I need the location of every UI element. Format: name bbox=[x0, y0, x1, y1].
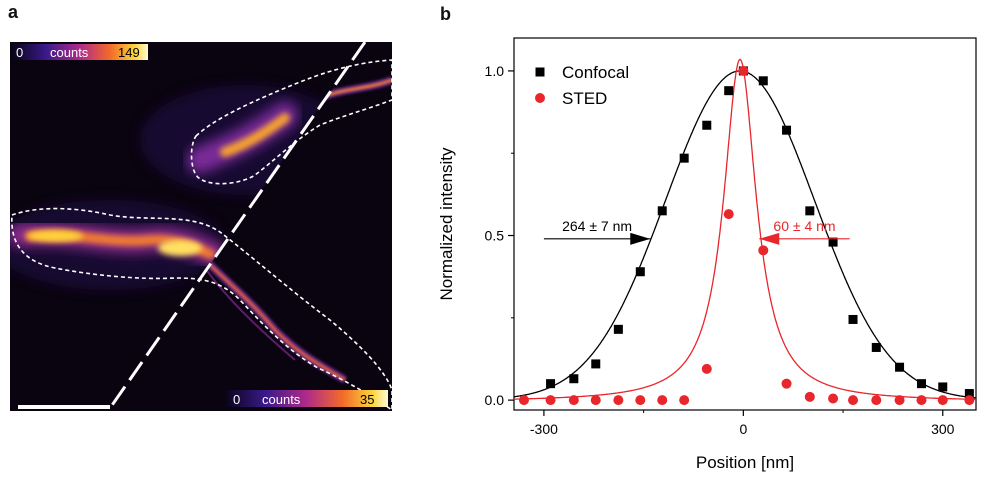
colorbar-bottom-min: 0 bbox=[233, 392, 240, 407]
data-point-confocal bbox=[546, 379, 556, 389]
data-point-sted bbox=[758, 245, 769, 256]
data-point-sted bbox=[679, 395, 690, 406]
data-point-confocal bbox=[569, 374, 579, 384]
data-point-sted bbox=[848, 395, 859, 406]
data-point-sted bbox=[937, 395, 948, 406]
data-point-sted bbox=[781, 378, 792, 389]
data-point-confocal bbox=[702, 120, 712, 130]
colorbar-top: 0 counts 149 bbox=[12, 44, 148, 60]
colorbar-top-min: 0 bbox=[16, 45, 23, 60]
data-point-confocal bbox=[591, 359, 601, 369]
legend-label-confocal: Confocal bbox=[562, 63, 629, 82]
colorbar-bottom: 0 counts 35 bbox=[225, 390, 388, 407]
annotation-arrowhead-sted bbox=[759, 232, 780, 245]
legend-marker-sted bbox=[535, 93, 545, 103]
sted-fiber-lower-strand bbox=[204, 267, 296, 361]
plot-area: -300 0 300 0.0 0.5 1.0 Position [nm] Normalized… bbox=[437, 37, 977, 472]
data-point-sted bbox=[916, 395, 927, 406]
data-point-confocal bbox=[916, 379, 926, 389]
data-point-confocal bbox=[895, 362, 905, 372]
y-tick-label: 1.0 bbox=[485, 63, 505, 79]
colorbar-bottom-gradient bbox=[225, 390, 388, 407]
y-tick-label: 0.5 bbox=[485, 228, 505, 244]
data-point-sted bbox=[635, 395, 646, 406]
data-point-confocal bbox=[938, 382, 948, 392]
data-point-confocal bbox=[848, 314, 858, 324]
legend-label-sted: STED bbox=[562, 89, 607, 108]
fit-curve-confocal bbox=[513, 70, 976, 399]
colorbar-top-gradient bbox=[12, 44, 148, 60]
annotation-label-sted: 60 ± 4 nm bbox=[773, 218, 835, 234]
plot-frame bbox=[513, 37, 977, 411]
data-point-sted bbox=[518, 395, 529, 406]
data-point-confocal bbox=[782, 125, 792, 135]
confocal-hotspot-right bbox=[158, 240, 202, 256]
panel-a-label: a bbox=[8, 2, 19, 22]
data-point-confocal bbox=[657, 206, 667, 216]
data-point-sted bbox=[590, 395, 601, 406]
x-axis-label: Position [nm] bbox=[696, 453, 794, 472]
data-point-confocal bbox=[828, 237, 838, 247]
data-point-sted bbox=[828, 393, 839, 404]
data-point-sted bbox=[613, 395, 624, 406]
data-point-confocal bbox=[635, 267, 645, 277]
data-point-sted bbox=[701, 363, 712, 374]
sted-fiber-lower-core bbox=[198, 253, 346, 382]
data-point-sted bbox=[568, 395, 579, 406]
data-point-confocal bbox=[964, 389, 974, 399]
legend-marker-confocal bbox=[535, 67, 545, 77]
data-point-sted bbox=[804, 391, 815, 402]
data-point-confocal bbox=[613, 324, 623, 334]
data-point-confocal bbox=[679, 153, 689, 163]
annotation-label-confocal: 264 ± 7 nm bbox=[562, 218, 632, 234]
confocal-hotspot-left bbox=[27, 230, 83, 242]
confocal-fiber-upper-core bbox=[220, 113, 290, 157]
data-point-sted bbox=[657, 395, 668, 406]
annotation-arrowhead-confocal bbox=[630, 232, 651, 245]
data-point-sted bbox=[894, 395, 905, 406]
scale-bar bbox=[18, 405, 110, 409]
x-tick-label: 300 bbox=[931, 421, 955, 437]
data-point-sted bbox=[545, 395, 556, 406]
data-point-sted bbox=[738, 65, 749, 76]
panel-b-label: b bbox=[440, 4, 451, 24]
data-point-confocal bbox=[724, 86, 734, 96]
data-point-confocal bbox=[805, 206, 815, 216]
data-point-sted bbox=[871, 395, 882, 406]
colorbar-top-max: 149 bbox=[118, 45, 140, 60]
colorbar-top-label: counts bbox=[50, 45, 89, 60]
colorbar-bottom-max: 35 bbox=[360, 392, 374, 407]
y-tick-label: 0.0 bbox=[485, 392, 505, 408]
data-point-confocal bbox=[871, 342, 881, 352]
y-axis-label: Normalized intensity bbox=[437, 147, 456, 301]
region-outline-upper bbox=[190, 59, 392, 185]
x-tick-label: 0 bbox=[739, 421, 747, 437]
split-divider-line bbox=[106, 42, 367, 411]
colorbar-bottom-label: counts bbox=[262, 392, 301, 407]
data-point-sted bbox=[723, 209, 734, 220]
x-tick-label: -300 bbox=[530, 421, 558, 437]
microscopy-image: 0 counts 149 0 counts 35 bbox=[10, 42, 392, 411]
data-point-confocal bbox=[758, 76, 768, 86]
data-point-sted bbox=[964, 395, 975, 406]
